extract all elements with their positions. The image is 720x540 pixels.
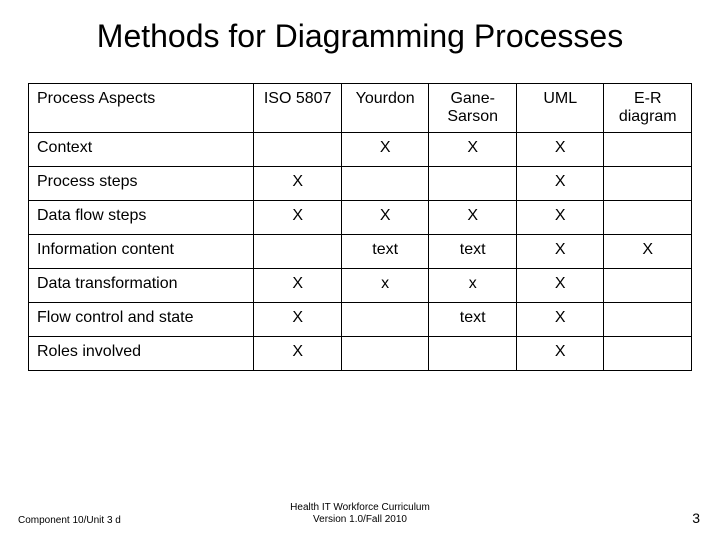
col-header: E-R diagram	[604, 83, 692, 132]
table-cell: X	[516, 302, 604, 336]
row-label: Process steps	[29, 166, 254, 200]
table-row: Information contenttexttextXX	[29, 234, 692, 268]
footer-center-line1: Health IT Workforce Curriculum	[0, 502, 720, 514]
row-label: Context	[29, 132, 254, 166]
row-label: Roles involved	[29, 336, 254, 370]
table-cell: X	[254, 302, 342, 336]
table-cell: X	[516, 132, 604, 166]
table-row: Roles involvedXX	[29, 336, 692, 370]
table-cell	[341, 302, 429, 336]
table-cell: X	[516, 234, 604, 268]
table-cell: x	[341, 268, 429, 302]
table-cell	[254, 234, 342, 268]
table-cell: X	[341, 200, 429, 234]
table-cell: X	[429, 200, 517, 234]
table-cell: X	[254, 268, 342, 302]
table-cell	[604, 268, 692, 302]
table-body: ContextXXXProcess stepsXXData flow steps…	[29, 132, 692, 370]
col-header: UML	[516, 83, 604, 132]
table-row: Data flow stepsXXXX	[29, 200, 692, 234]
table-cell: text	[341, 234, 429, 268]
col-header: Gane-Sarson	[429, 83, 517, 132]
table-cell	[254, 132, 342, 166]
col-header: Yourdon	[341, 83, 429, 132]
table-cell: X	[254, 336, 342, 370]
footer-center: Health IT Workforce Curriculum Version 1…	[0, 502, 720, 526]
col-header: Process Aspects	[29, 83, 254, 132]
table-cell	[604, 166, 692, 200]
table-row: ContextXXX	[29, 132, 692, 166]
table-cell	[604, 132, 692, 166]
footer-center-line2: Version 1.0/Fall 2010	[0, 514, 720, 526]
col-header: ISO 5807	[254, 83, 342, 132]
table-cell: X	[341, 132, 429, 166]
table-row: Data transformationXxxX	[29, 268, 692, 302]
table-cell	[604, 302, 692, 336]
table-cell: X	[516, 268, 604, 302]
table-cell	[429, 166, 517, 200]
row-label: Information content	[29, 234, 254, 268]
table-cell	[341, 336, 429, 370]
methods-table: Process Aspects ISO 5807 Yourdon Gane-Sa…	[28, 83, 692, 371]
row-label: Flow control and state	[29, 302, 254, 336]
table-cell	[341, 166, 429, 200]
table-cell: text	[429, 234, 517, 268]
table-cell: X	[516, 166, 604, 200]
row-label: Data flow steps	[29, 200, 254, 234]
row-label: Data transformation	[29, 268, 254, 302]
table-cell	[604, 336, 692, 370]
page-number: 3	[692, 510, 700, 526]
table-cell: X	[429, 132, 517, 166]
table-row: Flow control and stateXtextX	[29, 302, 692, 336]
table-cell: X	[604, 234, 692, 268]
table-cell: X	[254, 200, 342, 234]
table-cell: x	[429, 268, 517, 302]
table-cell: X	[254, 166, 342, 200]
table-row: Process stepsXX	[29, 166, 692, 200]
table-cell: text	[429, 302, 517, 336]
table-cell	[429, 336, 517, 370]
slide-title: Methods for Diagramming Processes	[28, 18, 692, 55]
table-cell	[604, 200, 692, 234]
table-cell: X	[516, 200, 604, 234]
table-header-row: Process Aspects ISO 5807 Yourdon Gane-Sa…	[29, 83, 692, 132]
table-cell: X	[516, 336, 604, 370]
